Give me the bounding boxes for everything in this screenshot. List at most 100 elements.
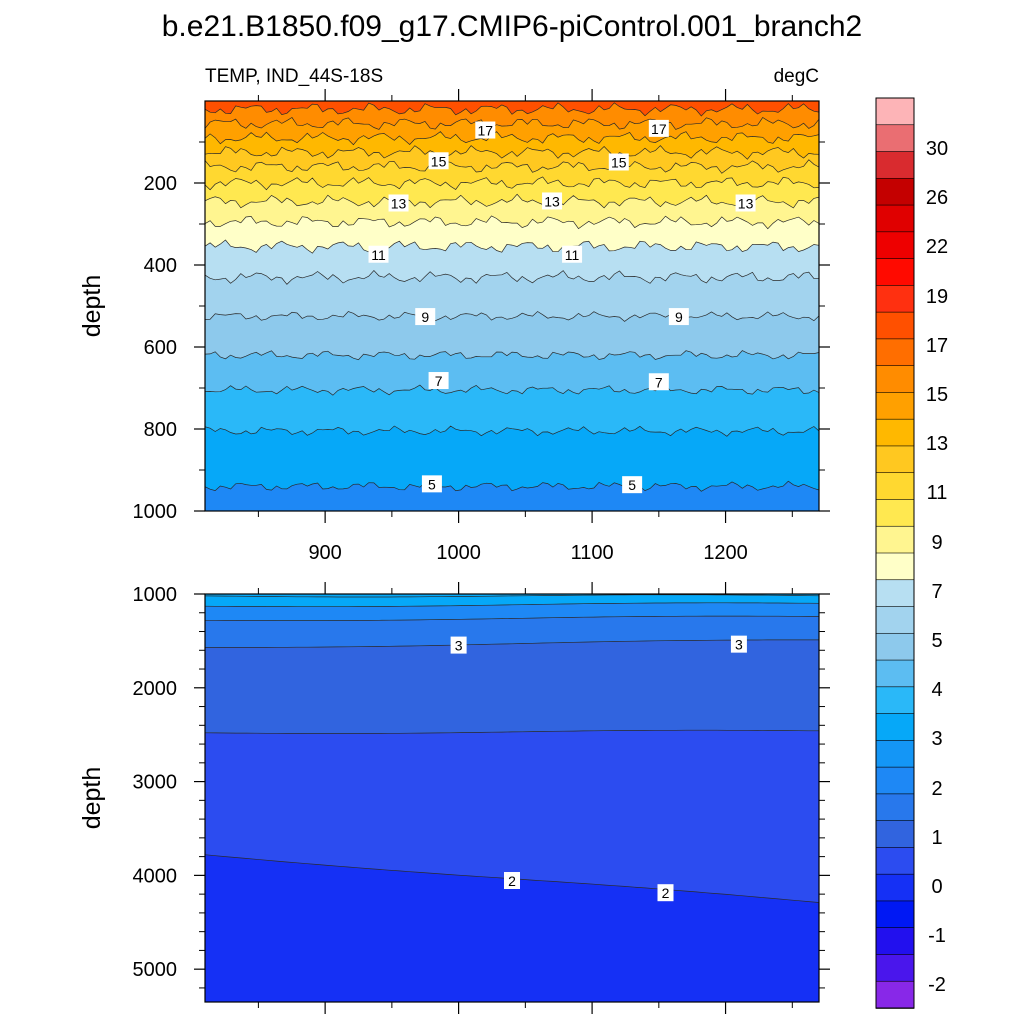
contour-label-text: 2	[662, 885, 670, 901]
contour-label-text: 5	[428, 476, 436, 492]
isotherm-line	[205, 602, 819, 608]
y-tick-label: 5000	[133, 959, 178, 981]
contour-label-text: 17	[651, 121, 667, 137]
colorbar-swatch	[875, 713, 915, 742]
isotherm-line	[205, 102, 819, 117]
colorbar-swatch	[875, 499, 915, 528]
colorbar-swatch	[875, 847, 915, 875]
contour-label: 17	[475, 121, 496, 139]
isotherm-line	[205, 176, 819, 191]
isotherm-line	[205, 350, 819, 361]
isotherm-line	[205, 131, 819, 146]
colorbar-swatch	[875, 659, 915, 688]
contour-label-text: 15	[611, 155, 627, 171]
isotherm-line	[205, 594, 819, 598]
colorbar-swatch	[875, 686, 915, 715]
colorbar-swatch	[875, 900, 915, 929]
colorbar-label: 11	[927, 482, 948, 504]
colorbar-label: 1	[931, 827, 942, 849]
y-tick-label: 4000	[133, 865, 178, 887]
contour-label-text: 17	[478, 123, 494, 139]
colorbar-swatch	[875, 820, 915, 849]
contour-label: 2	[657, 884, 674, 902]
colorbar: 30 26 22 19 17 15 13 11 9 7 5 4 3 2 1 0 -1 -2	[875, 97, 948, 1009]
contour-label-text: 7	[655, 374, 663, 390]
colorbar-swatch	[875, 579, 915, 608]
colorbar-swatch	[875, 311, 915, 340]
y-tick-label: 1000	[133, 584, 178, 606]
colorbar-swatch	[875, 980, 915, 1009]
colorbar-swatch	[875, 740, 915, 768]
isotherm-line	[205, 729, 819, 734]
colorbar-swatch	[875, 338, 915, 367]
isotherm-line	[205, 159, 819, 174]
contour-label: 13	[542, 192, 563, 210]
upper-y-axis-label: depth	[78, 275, 106, 338]
contour-label-text: 7	[435, 373, 443, 389]
lower-plot-frame	[204, 593, 820, 1003]
contour-label: 9	[668, 308, 689, 326]
colorbar-swatch	[875, 552, 915, 581]
colorbar-label: 0	[931, 876, 942, 898]
lower-depth-panel: 3 3 2 2 1000 2000 3000 4000 5000 depth	[78, 582, 830, 1014]
colorbar-swatch	[875, 177, 915, 206]
contour-label-text: 15	[431, 153, 447, 169]
y-tick-label: 600	[144, 337, 177, 359]
contour-label-text: 11	[565, 247, 580, 263]
x-tick-label: 1200	[703, 542, 748, 564]
units-label: degC	[774, 66, 819, 87]
colorbar-label: 2	[931, 778, 942, 800]
contour-label-text: 11	[371, 247, 386, 263]
colorbar-label: 5	[931, 630, 942, 652]
colorbar-swatch	[875, 927, 915, 956]
contour-label: 13	[735, 194, 756, 212]
colorbar-swatch	[875, 632, 915, 661]
colorbar-label: 7	[931, 581, 942, 603]
colorbar-label: -1	[928, 925, 946, 947]
y-tick-label: 3000	[133, 772, 178, 794]
x-tick-label: 1100	[571, 542, 614, 564]
colorbar-label: 22	[926, 236, 948, 258]
colorbar-swatch	[875, 766, 915, 795]
colorbar-swatch	[875, 258, 915, 287]
contour-label-text: 9	[421, 309, 429, 325]
contour-label-text: 2	[508, 873, 516, 889]
colorbar-label: 17	[926, 335, 948, 357]
upper-depth-panel: 17 17 15 15 13 13 13 11 11 9 9 7 7 5 5 200 400 600 800 100…	[78, 89, 830, 564]
colorbar-swatch	[875, 472, 915, 501]
isotherm-line	[205, 480, 819, 492]
contour-label-text: 9	[675, 309, 683, 325]
contour-label: 15	[428, 152, 449, 170]
colorbar-swatch	[875, 151, 915, 180]
y-tick-label: 1000	[133, 501, 178, 523]
colorbar-swatch	[875, 392, 915, 420]
contour-label: 7	[428, 372, 449, 390]
colorbar-label: 15	[926, 384, 948, 406]
contour-label: 15	[608, 153, 629, 171]
contour-label: 2	[504, 872, 520, 890]
contour-label: 11	[562, 245, 583, 263]
contour-label: 13	[388, 194, 409, 212]
colorbar-swatch	[875, 793, 915, 822]
contour-label-text: 5	[628, 477, 636, 493]
contour-label: 17	[648, 119, 669, 137]
colorbar-swatch	[875, 525, 915, 554]
colorbar-label: -2	[928, 974, 946, 996]
isotherm-line	[205, 117, 819, 130]
colorbar-frame	[875, 97, 915, 1009]
contour-label: 5	[622, 476, 643, 494]
colorbar-label: 13	[926, 433, 948, 455]
lower-y-axis-label: depth	[78, 767, 106, 830]
contour-label: 3	[730, 635, 747, 653]
colorbar-swatch	[875, 418, 915, 447]
colorbar-swatch	[875, 97, 915, 126]
y-tick-label: 2000	[133, 678, 178, 700]
isotherm-line	[205, 215, 819, 230]
contour-label-text: 3	[735, 637, 743, 653]
isotherm-line	[205, 639, 819, 648]
isotherm-line	[205, 425, 819, 437]
colorbar-swatch	[875, 954, 915, 983]
contour-label-text: 13	[738, 196, 754, 212]
colorbar-swatch	[875, 124, 915, 153]
